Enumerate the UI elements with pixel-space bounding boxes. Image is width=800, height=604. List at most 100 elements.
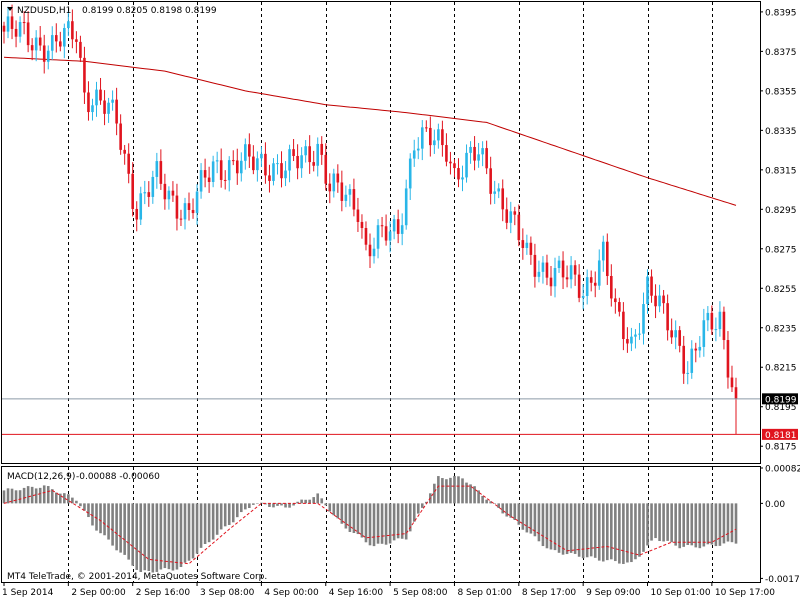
candle-43[interactable] bbox=[175, 183, 179, 231]
candle-36[interactable] bbox=[147, 181, 151, 207]
candle-156[interactable] bbox=[630, 327, 633, 352]
candle-88[interactable] bbox=[356, 197, 360, 232]
candle-35[interactable] bbox=[143, 180, 147, 205]
candle-116[interactable] bbox=[469, 141, 472, 164]
candle-121[interactable] bbox=[489, 156, 492, 205]
candle-94[interactable] bbox=[380, 216, 384, 238]
candle-71[interactable] bbox=[288, 144, 291, 183]
candle-150[interactable] bbox=[605, 233, 609, 285]
candle-11[interactable] bbox=[46, 45, 50, 70]
candle-119[interactable] bbox=[481, 141, 484, 167]
candle-161[interactable] bbox=[650, 269, 653, 303]
candle-157[interactable] bbox=[634, 329, 637, 349]
candle-38[interactable] bbox=[155, 152, 159, 189]
candle-27[interactable] bbox=[111, 90, 114, 111]
candle-56[interactable] bbox=[227, 156, 231, 192]
candle-178[interactable] bbox=[718, 301, 722, 337]
candle-52[interactable] bbox=[211, 155, 215, 188]
candle-139[interactable] bbox=[561, 251, 565, 290]
candle-17[interactable] bbox=[71, 9, 74, 49]
candle-96[interactable] bbox=[388, 221, 392, 253]
candle-24[interactable] bbox=[99, 77, 102, 105]
candle-133[interactable] bbox=[537, 260, 541, 283]
candle-85[interactable] bbox=[344, 185, 348, 208]
candle-2[interactable] bbox=[10, 4, 14, 40]
candle-141[interactable] bbox=[569, 256, 573, 289]
candle-7[interactable] bbox=[30, 38, 34, 61]
candle-166[interactable] bbox=[670, 318, 673, 344]
candle-93[interactable] bbox=[376, 219, 380, 259]
candle-1[interactable] bbox=[6, 6, 10, 39]
candle-165[interactable] bbox=[666, 294, 669, 341]
candle-140[interactable] bbox=[565, 265, 569, 288]
candle-70[interactable] bbox=[284, 161, 287, 187]
candle-82[interactable] bbox=[332, 168, 336, 198]
candle-167[interactable] bbox=[674, 320, 677, 350]
candle-134[interactable] bbox=[541, 256, 545, 284]
candle-132[interactable] bbox=[533, 243, 537, 288]
candle-151[interactable] bbox=[610, 264, 613, 307]
candle-180[interactable] bbox=[726, 331, 730, 389]
candle-13[interactable] bbox=[54, 23, 58, 53]
candle-104[interactable] bbox=[420, 120, 424, 161]
candle-171[interactable] bbox=[690, 340, 694, 379]
candle-23[interactable] bbox=[95, 81, 98, 117]
candle-108[interactable] bbox=[437, 123, 440, 149]
candle-182[interactable] bbox=[734, 377, 738, 435]
candle-29[interactable] bbox=[119, 114, 122, 155]
candle-57[interactable] bbox=[231, 150, 235, 166]
candle-28[interactable] bbox=[115, 87, 118, 136]
candle-68[interactable] bbox=[276, 154, 279, 175]
candle-99[interactable] bbox=[400, 213, 404, 246]
candle-4[interactable] bbox=[18, 16, 22, 43]
candle-110[interactable] bbox=[445, 133, 448, 167]
candle-117[interactable] bbox=[473, 136, 476, 171]
candle-79[interactable] bbox=[320, 136, 324, 165]
candle-9[interactable] bbox=[38, 25, 42, 51]
candle-32[interactable] bbox=[131, 162, 135, 217]
candle-127[interactable] bbox=[513, 206, 517, 226]
candle-100[interactable] bbox=[404, 179, 408, 230]
candle-53[interactable] bbox=[215, 151, 219, 174]
candle-90[interactable] bbox=[364, 221, 368, 251]
candle-181[interactable] bbox=[730, 365, 734, 393]
candle-143[interactable] bbox=[577, 264, 581, 303]
candle-175[interactable] bbox=[706, 306, 710, 332]
candle-135[interactable] bbox=[545, 254, 549, 286]
candle-162[interactable] bbox=[654, 284, 657, 319]
candle-91[interactable] bbox=[368, 233, 372, 268]
candle-45[interactable] bbox=[183, 197, 187, 230]
candle-81[interactable] bbox=[328, 173, 332, 204]
candle-179[interactable] bbox=[722, 306, 726, 350]
candle-77[interactable] bbox=[312, 150, 315, 172]
candle-109[interactable] bbox=[441, 120, 444, 157]
candle-72[interactable] bbox=[292, 139, 295, 162]
candle-58[interactable] bbox=[235, 148, 239, 185]
candle-172[interactable] bbox=[694, 342, 698, 363]
candle-46[interactable] bbox=[187, 192, 191, 221]
candle-69[interactable] bbox=[280, 151, 283, 188]
candle-124[interactable] bbox=[501, 179, 505, 222]
candle-159[interactable] bbox=[642, 292, 645, 345]
candle-173[interactable] bbox=[698, 336, 702, 358]
candle-16[interactable] bbox=[67, 11, 70, 37]
candle-136[interactable] bbox=[549, 265, 553, 296]
candle-113[interactable] bbox=[457, 158, 460, 188]
candle-44[interactable] bbox=[179, 209, 183, 227]
candle-170[interactable] bbox=[686, 361, 690, 385]
candle-118[interactable] bbox=[477, 142, 480, 168]
candle-144[interactable] bbox=[581, 284, 585, 310]
candle-147[interactable] bbox=[593, 271, 597, 298]
candle-97[interactable] bbox=[392, 214, 396, 240]
candle-51[interactable] bbox=[207, 166, 211, 193]
candle-55[interactable] bbox=[223, 170, 227, 190]
candle-80[interactable] bbox=[324, 143, 328, 191]
candle-114[interactable] bbox=[461, 165, 464, 192]
candle-50[interactable] bbox=[203, 158, 207, 188]
candles-layer[interactable] bbox=[2, 4, 738, 435]
candle-25[interactable] bbox=[103, 90, 106, 126]
candle-18[interactable] bbox=[75, 31, 78, 54]
candle-54[interactable] bbox=[219, 148, 223, 188]
candle-87[interactable] bbox=[352, 178, 356, 217]
